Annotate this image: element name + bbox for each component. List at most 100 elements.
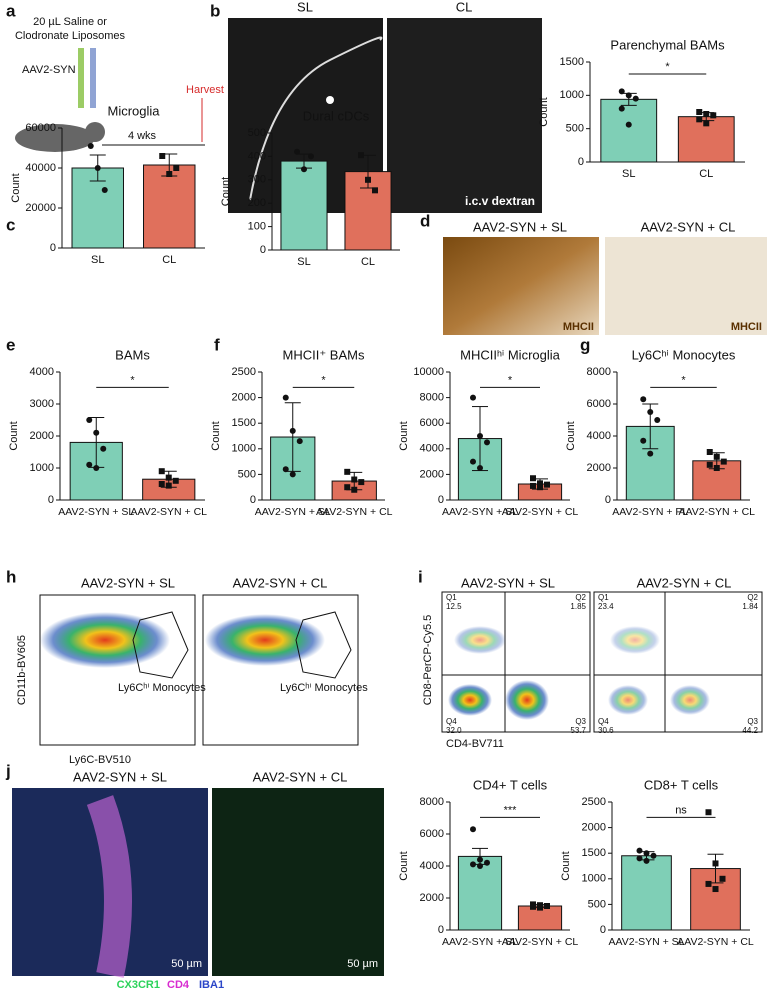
image-header: SL [297, 0, 313, 14]
image-header: AAV2-SYN + CL [253, 769, 348, 784]
gate [295, 611, 352, 679]
y-tick-label: 60000 [25, 122, 56, 134]
y-axis-label: Count [8, 421, 20, 450]
data-point [351, 486, 358, 493]
panel-letter: b [210, 1, 220, 20]
stain-label: MHCII [731, 321, 762, 333]
y-axis-label: Count [220, 177, 232, 206]
data-point [706, 461, 713, 468]
y-tick-label: 6000 [587, 398, 611, 410]
y-tick-label: 500 [238, 468, 256, 480]
syringe [78, 48, 84, 108]
chart-title: CD4+ T cells [473, 777, 548, 792]
axis-label: CD4-BV711 [446, 738, 504, 750]
data-point [86, 417, 93, 423]
data-point [477, 433, 483, 439]
image-header: AAV2-SYN + CL [233, 575, 328, 590]
quadrant-value: 32.0 [446, 726, 462, 735]
mouse-head [85, 122, 105, 142]
y-tick-label: 8000 [587, 366, 611, 378]
stain-label: MHCII [563, 321, 594, 333]
data-point [100, 445, 107, 452]
x-tick-label: AAV2-SYN + SL [58, 506, 134, 518]
x-tick-label: SL [622, 168, 635, 180]
significance-label: * [665, 61, 670, 73]
chart-title: Ly6Cʰⁱ Monocytes [632, 347, 736, 362]
legend-label: IBA1 [199, 979, 224, 991]
axis-label: CD8-PerCP-Cy5.5 [422, 615, 434, 705]
data-point [696, 109, 703, 115]
y-tick-label: 1000 [582, 873, 606, 885]
data-point [703, 111, 710, 117]
data-point [636, 847, 643, 854]
y-tick-label: 4000 [420, 860, 444, 872]
x-tick-label: AAV2-SYN + CL [502, 506, 579, 518]
data-point [643, 850, 650, 857]
data-point [484, 439, 490, 446]
y-tick-label: 2000 [30, 430, 54, 442]
quadrant-name: Q2 [747, 593, 758, 602]
scale-label: 50 µm [171, 958, 202, 970]
x-tick-label: AAV2-SYN + SL [609, 936, 685, 948]
y-tick-label: 0 [260, 244, 266, 256]
y-axis-label: Count [560, 851, 572, 880]
y-tick-label: 0 [605, 494, 611, 506]
x-tick-label: AAV2-SYN + PL [612, 506, 688, 518]
data-point [301, 166, 307, 173]
image-header: AAV2-SYN + SL [73, 769, 167, 784]
y-tick-label: 500 [588, 898, 606, 910]
scale-label: 50 µm [347, 958, 378, 970]
y-axis-label: Count [398, 421, 410, 450]
y-tick-label: 1500 [232, 417, 256, 429]
image-header: AAV2-SYN + CL [641, 219, 736, 234]
y-tick-label: 1500 [560, 56, 584, 68]
micrograph [212, 788, 384, 976]
data-point [696, 116, 703, 123]
data-point [344, 484, 351, 491]
y-tick-label: 0 [438, 924, 444, 936]
y-tick-label: 2000 [582, 822, 606, 834]
density [454, 626, 506, 654]
data-point [101, 187, 108, 193]
image-header: AAV2-SYN + CL [637, 575, 732, 590]
data-point [86, 461, 93, 468]
data-point [712, 860, 719, 867]
panel-letter: g [580, 335, 590, 354]
stain-label: i.c.v dextran [465, 194, 535, 208]
chart-title: Microglia [107, 103, 160, 118]
quadrant-name: Q1 [446, 593, 457, 602]
legend-label: CX3CR1 [117, 979, 160, 991]
quadrant-value: 44.2 [742, 726, 758, 735]
y-tick-label: 2000 [587, 462, 611, 474]
image-header: AAV2-SYN + SL [81, 575, 175, 590]
y-tick-label: 400 [248, 150, 266, 162]
quadrant-name: Q2 [575, 593, 586, 602]
x-tick-label: AAV2-SYN + CL [316, 506, 393, 518]
y-tick-label: 2500 [232, 366, 256, 378]
data-point [544, 481, 550, 488]
data-point [705, 809, 712, 816]
data-point [618, 88, 625, 95]
data-point [643, 857, 650, 864]
data-point [530, 903, 536, 910]
spot [326, 96, 334, 104]
data-point [477, 863, 483, 869]
panel-letter: a [6, 1, 16, 20]
y-tick-label: 1000 [232, 443, 256, 455]
panel-letter: c [6, 215, 15, 234]
data-point [703, 120, 710, 127]
x-tick-label: AAV2-SYN + SL [442, 506, 518, 518]
axis-label: CD11b-BV605 [16, 635, 28, 705]
data-point [158, 481, 165, 487]
quadrant-name: Q4 [446, 717, 457, 726]
y-tick-label: 40000 [25, 162, 56, 174]
significance-label: *** [504, 804, 518, 816]
data-point [625, 121, 632, 128]
data-point [632, 95, 639, 102]
data-point [470, 394, 476, 401]
quadrant-value: 1.85 [570, 602, 586, 611]
gate-label: Ly6Cʰⁱ Monocytes [280, 682, 368, 694]
data-point [165, 482, 172, 489]
quadrant-value: 30.6 [598, 726, 614, 735]
quadrant-name: Q1 [598, 593, 609, 602]
